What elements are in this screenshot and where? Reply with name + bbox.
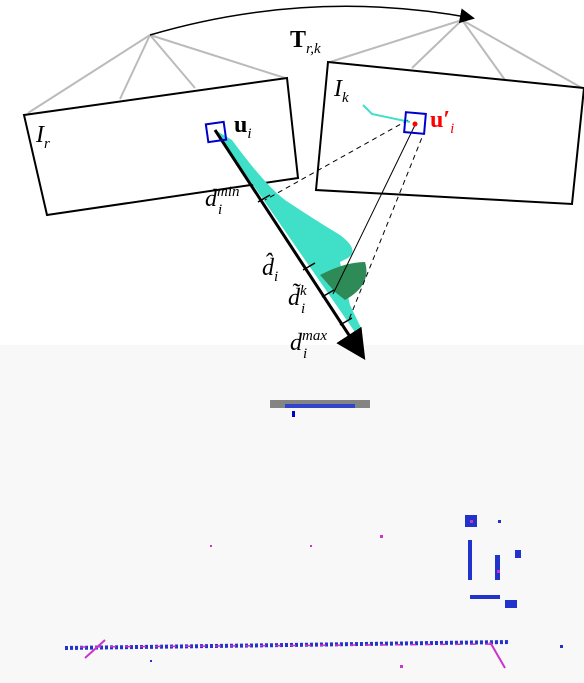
figure: Tr,k Ir ui Ik u′i dmini d̂i d̃ki dmaxi	[0, 0, 584, 683]
label-sup: min	[217, 184, 240, 200]
label-sup: max	[302, 328, 327, 344]
label-sub: i	[303, 346, 307, 362]
label-sub: i	[301, 301, 305, 317]
point-cloud-panel	[0, 345, 584, 683]
label-sub: r,k	[306, 41, 321, 57]
depth-est-label: d̂i	[262, 253, 278, 285]
label-sub: i	[450, 121, 454, 137]
label-sub: r	[44, 136, 50, 152]
label-base: u	[234, 112, 247, 138]
transform-label: Tr,k	[290, 27, 321, 57]
label-base: u′	[430, 107, 450, 133]
label-sub: i	[218, 202, 222, 218]
transform-arrow	[150, 6, 472, 35]
label-sup: k	[300, 283, 307, 299]
cur-point	[413, 122, 418, 127]
label-sub: i	[247, 126, 251, 142]
label-base: T	[290, 27, 306, 53]
label-sub: i	[274, 269, 278, 285]
label-sub: k	[342, 90, 349, 106]
